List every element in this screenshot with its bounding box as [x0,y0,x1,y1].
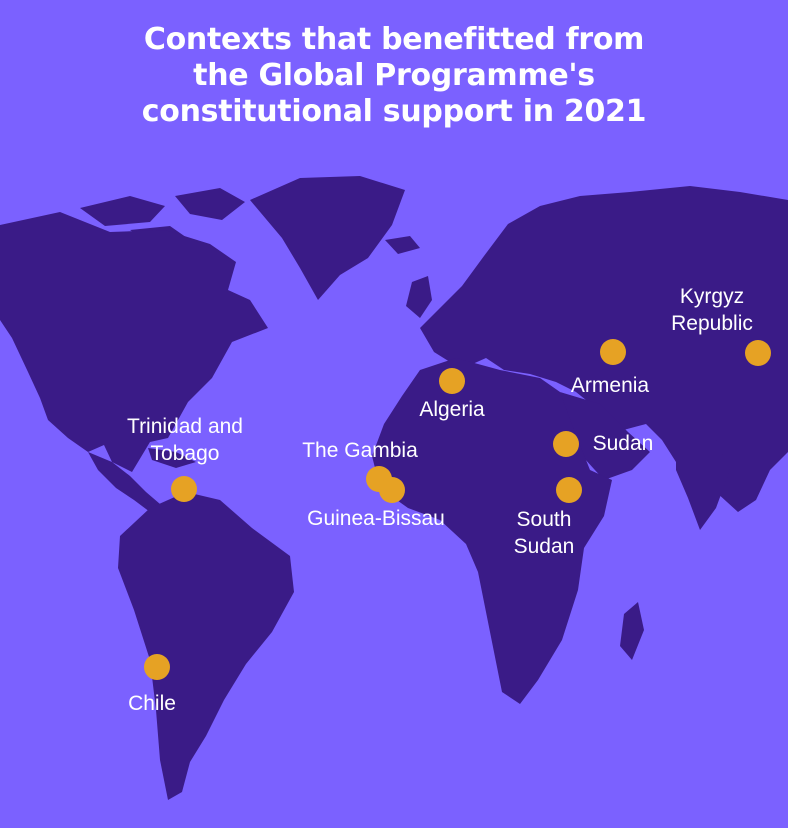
north-america-landmass [0,212,268,472]
label-guinea-bissau: Guinea-Bissau [288,505,464,532]
marker-chile[interactable] [144,654,170,680]
marker-algeria[interactable] [439,368,465,394]
label-kyrgyz-line-1: Kyrgyz [679,285,745,308]
label-south-sudan-line-2: Sudan [513,535,575,558]
label-trinidad-line-2: Tobago [150,442,220,465]
label-algeria: Algeria [402,396,502,423]
central-america-landmass [88,452,160,512]
label-south-sudan: South Sudan [496,506,592,560]
label-chile: Chile [112,690,192,717]
marker-sudan[interactable] [553,431,579,457]
label-armenia: Armenia [556,372,664,399]
marker-armenia[interactable] [600,339,626,365]
title-line-2: the Global Programme's [193,58,595,93]
map-title: Contexts that benefitted from the Global… [0,22,788,130]
title-line-1: Contexts that benefitted from [143,22,645,57]
greenland-landmass [250,176,405,300]
label-kyrgyz-republic: Kyrgyz Republic [662,283,762,337]
south-america-landmass [118,492,294,800]
label-guinea-bissau-text: Guinea-Bissau [307,507,445,530]
madagascar-landmass [620,602,644,660]
label-south-sudan-line-1: South [516,508,572,531]
marker-south-sudan[interactable] [556,477,582,503]
label-kyrgyz-line-2: Republic [671,312,753,335]
label-armenia-text: Armenia [570,374,650,397]
iceland-landmass [385,236,420,254]
uk-landmass [406,276,432,318]
marker-trinidad-and-tobago[interactable] [171,476,197,502]
label-chile-text: Chile [128,692,176,715]
title-line-3: constitutional support in 2021 [141,94,647,129]
india-landmass [676,440,730,530]
label-trinidad-and-tobago: Trinidad and Tobago [104,413,266,467]
africa-landmass [372,358,612,704]
arctic-islands-landmass [80,188,245,250]
label-the-gambia: The Gambia [284,437,436,464]
label-algeria-text: Algeria [419,398,485,421]
label-sudan: Sudan [584,430,662,457]
arabia-landmass [560,392,650,480]
marker-guinea-bissau[interactable] [379,477,405,503]
label-trinidad-line-1: Trinidad and [127,415,243,438]
label-gambia-text: The Gambia [302,439,418,462]
caribbean-islands-landmass [148,448,196,468]
marker-kyrgyz-republic[interactable] [745,340,771,366]
label-sudan-text: Sudan [592,432,654,455]
